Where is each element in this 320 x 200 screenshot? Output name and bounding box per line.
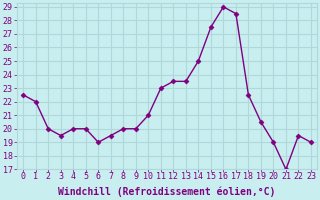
X-axis label: Windchill (Refroidissement éolien,°C): Windchill (Refroidissement éolien,°C) <box>58 187 276 197</box>
